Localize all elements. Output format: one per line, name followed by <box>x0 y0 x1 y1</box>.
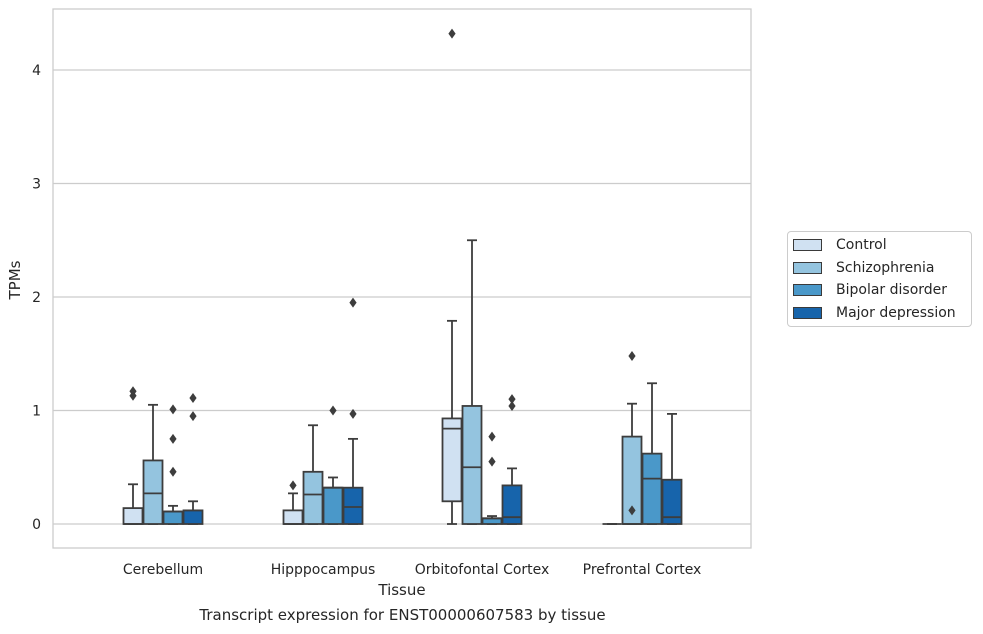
x-axis-label: Tissue <box>377 581 425 599</box>
outlier-point <box>169 433 177 444</box>
outlier-point <box>488 456 496 467</box>
outlier-point <box>508 400 516 411</box>
outlier-point <box>628 505 636 516</box>
legend-label-bipolar-disorder: Bipolar disorder <box>836 282 948 298</box>
box-body <box>501 484 523 525</box>
legend-label-major-depression: Major depression <box>836 305 956 321</box>
legend-swatch-schizophrenia <box>793 262 822 274</box>
y-tick-label: 2 <box>32 290 41 306</box>
box-body <box>142 459 164 525</box>
outlier-point <box>169 466 177 477</box>
series-control <box>122 28 622 525</box>
box-body <box>342 486 364 525</box>
x-tick-labels: Cerebellum Hipppocampus Orbitofontal Corte… <box>123 562 701 578</box>
box-body <box>661 478 683 525</box>
y-tick-label: 1 <box>32 404 41 420</box>
plot-frame <box>52 8 752 549</box>
legend-swatch-control <box>793 239 822 251</box>
y-tick-labels: 0 1 2 3 4 <box>32 63 41 533</box>
legend-item-bipolar-disorder: Bipolar disorder <box>793 280 947 300</box>
box-body <box>322 486 344 525</box>
outlier-point <box>189 411 197 422</box>
box-body <box>461 405 483 525</box>
box-body <box>282 509 304 525</box>
x-tick-label: Hipppocampus <box>271 562 376 578</box>
x-tick-label: Orbitofontal Cortex <box>415 562 550 578</box>
outlier-point <box>349 297 357 308</box>
legend-label-control: Control <box>836 237 887 253</box>
legend-item-major-depression: Major depression <box>793 303 956 323</box>
outlier-point <box>508 394 516 405</box>
legend-swatch-bipolar-disorder <box>793 284 822 296</box>
box-body <box>182 509 204 525</box>
y-tick-label: 0 <box>32 517 41 533</box>
outlier-point <box>129 386 137 397</box>
legend: Control Schizophrenia Bipolar disorder M… <box>787 231 972 327</box>
series-schizophrenia <box>142 239 643 525</box>
box-body <box>302 470 324 525</box>
series-major-depression <box>182 297 683 525</box>
series-bipolar-disorder <box>162 382 663 525</box>
legend-item-schizophrenia: Schizophrenia <box>793 258 934 278</box>
box-body <box>641 452 663 525</box>
outlier-point <box>189 393 197 404</box>
x-tick-label: Prefrontal Cortex <box>583 562 702 578</box>
y-axis-label: TPMs <box>6 260 24 300</box>
box-series <box>122 28 683 525</box>
legend-item-control: Control <box>793 235 887 255</box>
outlier-point <box>448 28 456 39</box>
legend-swatch-major-depression <box>793 307 822 319</box>
box-body <box>162 510 184 525</box>
box-body <box>441 417 463 503</box>
box-body <box>122 507 144 525</box>
y-tick-label: 4 <box>32 63 41 79</box>
outlier-point <box>329 405 337 416</box>
outlier-point <box>169 404 177 415</box>
outlier-point <box>349 408 357 419</box>
outlier-point <box>628 351 636 362</box>
y-tick-label: 3 <box>32 177 41 193</box>
legend-label-schizophrenia: Schizophrenia <box>836 260 935 276</box>
outlier-point <box>289 480 297 491</box>
x-tick-label: Cerebellum <box>123 562 203 578</box>
chart-caption: Transcript expression for ENST0000060758… <box>199 606 606 624</box>
outlier-point <box>488 431 496 442</box>
